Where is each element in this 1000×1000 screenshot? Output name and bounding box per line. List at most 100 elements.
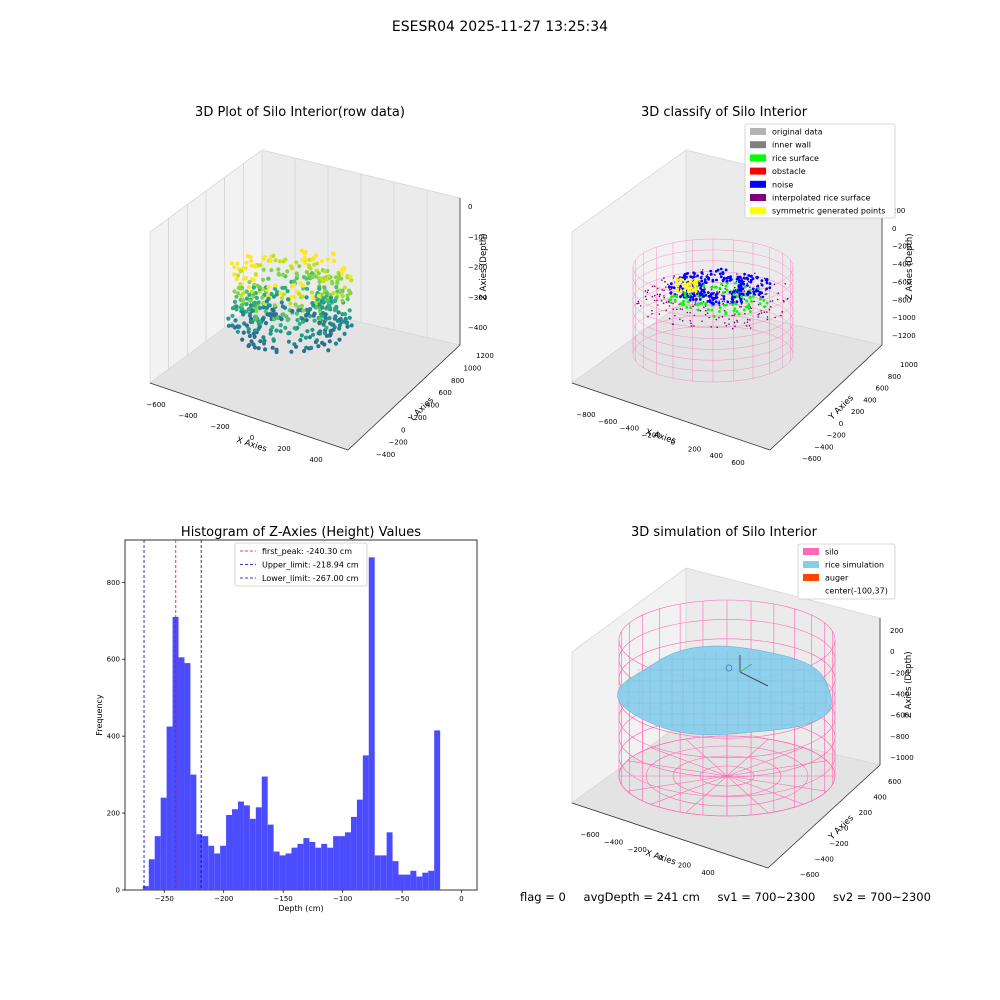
- legend-swatch: [803, 561, 819, 568]
- raw-point: [323, 276, 329, 281]
- classify-point: [782, 299, 785, 302]
- classify-point: [681, 283, 685, 286]
- classify-point: [761, 295, 765, 299]
- raw-point: [321, 296, 326, 301]
- classify-point: [730, 278, 733, 281]
- classify-point: [696, 278, 700, 282]
- classify-point: [715, 318, 718, 321]
- histogram-bar: [315, 847, 322, 890]
- classify-point: [744, 312, 746, 315]
- classify-point: [699, 284, 703, 287]
- raw-point: [319, 259, 324, 264]
- classify-point: [740, 303, 743, 305]
- raw-point: [299, 248, 304, 253]
- classify-point: [774, 316, 776, 319]
- raw-point: [241, 298, 246, 303]
- simulation-xlabel: X Axies: [644, 848, 677, 867]
- classify-point: [746, 284, 749, 287]
- classify-point: [708, 299, 712, 302]
- classify-point: [760, 310, 762, 312]
- histogram-bar: [327, 847, 334, 890]
- raw-point: [261, 335, 266, 340]
- classify-point: [693, 325, 695, 327]
- classify-point: [706, 273, 709, 276]
- classify-point: [743, 322, 746, 324]
- classify-point: [734, 286, 736, 289]
- classify-point: [681, 308, 683, 311]
- classify-point: [692, 275, 696, 279]
- histogram-bar: [428, 870, 435, 890]
- raw-point: [266, 276, 271, 281]
- raw-point: [256, 300, 261, 305]
- classify-point: [672, 308, 675, 311]
- classify-point: [657, 304, 659, 306]
- simulation-z-ticks: 200 0 −200 −400 −600 −800 −1000: [890, 627, 914, 762]
- raw-point: [247, 298, 252, 304]
- classify-point: [692, 294, 696, 298]
- raw-point: [234, 294, 239, 299]
- raw-point: [297, 264, 302, 269]
- raw-point: [348, 290, 353, 296]
- raw-point: [302, 348, 307, 354]
- raw-point: [243, 266, 248, 271]
- classify-point: [750, 307, 752, 310]
- classify-point: [714, 285, 718, 289]
- classify-point: [736, 273, 738, 275]
- classify-point: [699, 286, 702, 290]
- classify-point: [765, 287, 769, 291]
- classify-point: [658, 313, 661, 315]
- raw-point: [314, 253, 319, 258]
- x-tick-label: −200: [628, 846, 647, 854]
- z-tick-label: −1000: [890, 754, 914, 762]
- classify-point: [693, 314, 696, 317]
- classify-point: [729, 275, 732, 279]
- x-tick-label: −100: [333, 895, 352, 903]
- classify-point: [726, 300, 730, 304]
- classify-point: [769, 300, 772, 303]
- y-tick-label: −200: [829, 840, 848, 848]
- raw-point: [309, 290, 314, 295]
- classify-point: [737, 280, 741, 284]
- raw-point: [298, 338, 303, 343]
- classify-point: [733, 314, 735, 317]
- classify-point: [636, 302, 638, 305]
- classify-point: [734, 313, 736, 315]
- raw-point: [336, 310, 341, 315]
- classify-point: [689, 320, 691, 322]
- classify-point: [699, 309, 702, 312]
- legend-entry: Upper_limit: -218.94 cm: [262, 561, 359, 570]
- histogram-bar: [279, 855, 286, 890]
- classify-point: [653, 285, 656, 288]
- classify-point: [664, 286, 667, 288]
- classify-point: [702, 284, 706, 288]
- classify-point: [716, 326, 718, 329]
- raw-3d-box: [149, 149, 461, 451]
- classify-point: [725, 288, 729, 292]
- legend-entry: silo: [825, 548, 839, 557]
- raw-point: [318, 329, 323, 334]
- raw-point: [286, 297, 291, 302]
- classify-point: [711, 278, 715, 282]
- y-tick-label: 0: [844, 825, 848, 833]
- classify-z-ticks: 200 0 −200 −400 −600 −800 −1000 −1200: [892, 207, 916, 340]
- x-tick-label: 0: [659, 854, 663, 862]
- classify-point: [670, 293, 672, 296]
- classify-point: [693, 281, 696, 285]
- histogram-bar: [273, 851, 280, 890]
- classify-point: [658, 295, 661, 298]
- raw-point: [240, 310, 246, 315]
- classify-point: [686, 272, 690, 275]
- raw-point: [337, 276, 342, 281]
- classify-point: [766, 316, 769, 318]
- simulation-legend: silo rice simulation auger center(-100,37): [797, 543, 896, 600]
- classify-point: [679, 308, 682, 310]
- classify-point: [662, 302, 665, 305]
- classify-point: [724, 288, 726, 290]
- raw-point: [297, 321, 302, 326]
- silo-floor-spoke: [726, 775, 827, 792]
- classify-point: [644, 290, 647, 292]
- classify-point: [771, 300, 774, 302]
- x-tick-label: 400: [701, 869, 714, 877]
